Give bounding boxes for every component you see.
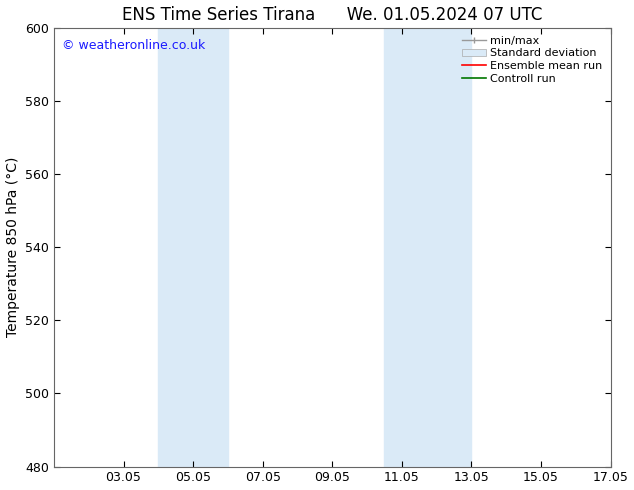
- Bar: [158, 28, 228, 466]
- Title: ENS Time Series Tirana      We. 01.05.2024 07 UTC: ENS Time Series Tirana We. 01.05.2024 07…: [122, 5, 543, 24]
- Legend: min/max, Standard deviation, Ensemble mean run, Controll run: min/max, Standard deviation, Ensemble me…: [460, 33, 605, 86]
- Y-axis label: Temperature 850 hPa (°C): Temperature 850 hPa (°C): [6, 157, 20, 338]
- Bar: [384, 28, 471, 466]
- Text: © weatheronline.co.uk: © weatheronline.co.uk: [62, 39, 205, 52]
